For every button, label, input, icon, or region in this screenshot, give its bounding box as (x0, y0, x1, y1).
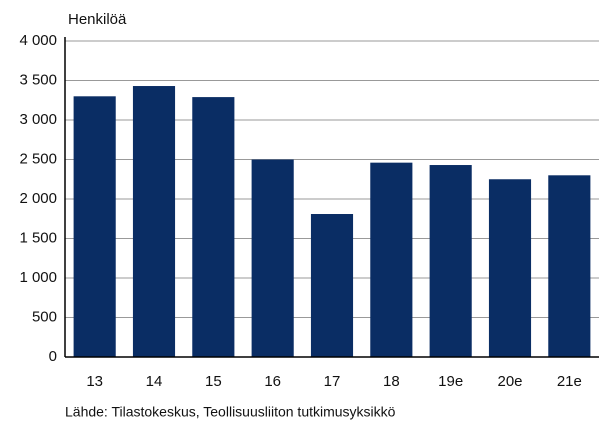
x-tick-label: 15 (205, 373, 222, 390)
y-tick-label: 4 000 (19, 32, 57, 49)
y-tick-label: 1 500 (19, 229, 57, 246)
x-tick-label: 13 (86, 373, 103, 390)
x-tick-label: 18 (383, 373, 400, 390)
bar (548, 175, 591, 357)
bar (488, 179, 532, 357)
bar (310, 214, 354, 357)
x-tick-label: 17 (324, 373, 341, 390)
y-axis-label: Henkilöä (68, 11, 127, 28)
x-tick-label: 14 (146, 373, 163, 390)
y-tick-label: 3 000 (19, 111, 57, 128)
bar (73, 96, 116, 358)
y-tick-label: 0 (49, 348, 57, 365)
y-tick-label: 1 000 (19, 269, 57, 286)
x-tick-label: 19e (438, 373, 463, 390)
y-tick-label: 3 500 (19, 71, 57, 88)
y-tick-label: 2 000 (19, 190, 57, 207)
bar (370, 162, 413, 357)
bar (429, 165, 472, 357)
bar (251, 159, 294, 357)
x-tick-label: 21e (557, 373, 582, 390)
source-note: Lähde: Tilastokeskus, Teollisuusliiton t… (65, 404, 396, 420)
bar (192, 97, 235, 357)
y-tick-label: 2 500 (19, 150, 57, 167)
x-tick-label: 16 (264, 373, 281, 390)
y-tick-label: 500 (32, 308, 57, 325)
bar (132, 86, 176, 357)
x-tick-label: 20e (497, 373, 522, 390)
